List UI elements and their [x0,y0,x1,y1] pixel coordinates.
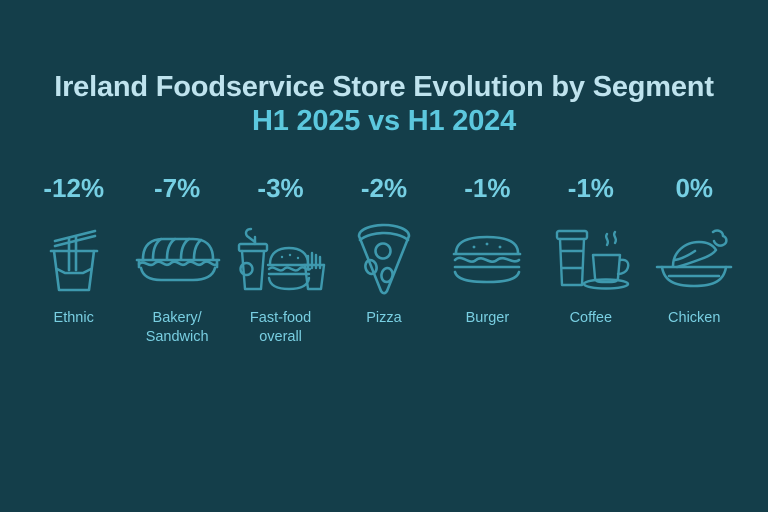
combo-meal-icon [234,223,328,295]
segment-value: 0% [675,172,714,203]
noodle-box-icon [43,223,105,295]
segment-value: -7% [154,172,201,203]
segment-label: Fast-food overall [249,309,312,346]
segment-label: Bakery/ Sandwich [145,309,209,346]
burger-icon [451,223,523,295]
page-title: Ireland Foodservice Store Evolution by S… [0,70,768,140]
segment-value: -1% [464,172,511,203]
segment-fast-food-overall: -3% [229,173,332,348]
sub-sandwich-icon [131,223,223,295]
segment-label: Burger [465,309,510,326]
segment-bakery-sandwich: -7% Bakery/ Sandwich [125,173,228,348]
title-line-primary: Ireland Foodservice Store Evolution by S… [54,71,714,103]
segment-chicken: 0% Chicken [643,173,746,329]
segment-label: Pizza [366,309,402,326]
segment-value: -1% [567,172,614,203]
segment-value: -12% [43,172,105,203]
segment-label: Coffee [569,309,613,326]
segment-burger: -1% Burger [436,173,539,329]
segment-pizza: -2% Pizza [332,173,435,329]
segment-value: -3% [257,172,304,203]
segment-ethnic: -12% Ethnic [22,173,125,329]
pizza-slice-icon [352,223,416,295]
segment-label: Chicken [668,309,721,326]
segment-value: -2% [360,172,408,203]
segment-label: Ethnic [53,309,94,326]
roast-chicken-icon [653,223,735,295]
coffee-cup-icon [549,223,633,295]
segment-row: -12% Ethnic -7% [0,173,768,348]
title-line-secondary: H1 2025 vs H1 2024 [251,105,517,138]
segment-coffee: -1% Coffee [539,173,642,329]
